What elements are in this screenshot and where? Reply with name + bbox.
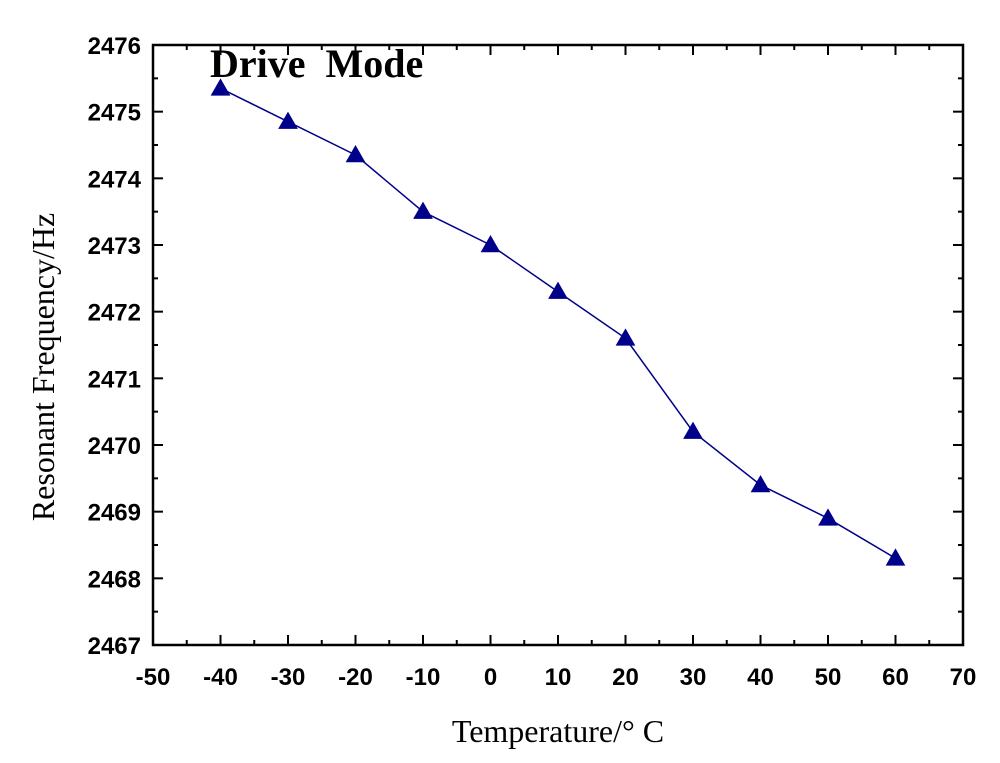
y-tick-label: 2472 (88, 300, 141, 327)
x-tick-label: -30 (271, 664, 306, 691)
x-tick-label: 40 (747, 664, 774, 691)
x-tick-label: 0 (484, 664, 497, 691)
data-point-triangle (818, 508, 838, 526)
plot-frame (151, 43, 965, 647)
chart-title: Drive Mode (210, 41, 423, 86)
y-tick-label: 2470 (88, 433, 141, 460)
data-point-triangle (413, 201, 433, 219)
x-tick-label: -40 (203, 664, 238, 691)
y-tick-label: 2475 (88, 100, 141, 127)
x-tick-label: -10 (406, 664, 441, 691)
x-tick-label: 20 (612, 664, 639, 691)
data-point-triangle (210, 78, 231, 96)
y-tick-label: 2471 (88, 366, 141, 393)
series-line (220, 87, 896, 559)
series (210, 78, 906, 566)
data-point-triangle (548, 281, 568, 299)
x-tick-label: 70 (950, 664, 977, 691)
y-tick-label: 2474 (88, 166, 142, 193)
y-tick-label: 2473 (88, 233, 141, 260)
x-tick-label: -50 (136, 664, 171, 691)
data-point-triangle (885, 548, 906, 566)
data-point-triangle (480, 234, 501, 253)
data-point-triangle (615, 328, 636, 346)
y-axis-title: Resonant Frequency/Hz (25, 213, 61, 521)
x-axis-title: Temperature/° C (452, 713, 664, 749)
x-tick-label: 60 (882, 664, 909, 691)
x-tick-label: 10 (545, 664, 572, 691)
y-tick-label: 2476 (88, 33, 141, 60)
data-point-triangle (750, 474, 771, 493)
data-point-triangle (683, 421, 703, 439)
x-axis-ticks: -50 -40 -30 -20 -10 0 10 20 30 40 50 60 70 (136, 45, 977, 691)
x-tick-label: 50 (815, 664, 842, 691)
data-point-triangle (278, 111, 298, 129)
x-tick-label: 30 (680, 664, 707, 691)
y-axis-ticks: 2467 2468 2469 2470 2471 2472 2473 2474 2475 2476 (88, 33, 963, 660)
data-point-triangle (345, 144, 366, 163)
axes (151, 43, 965, 647)
x-tick-label: -20 (338, 664, 373, 691)
y-tick-label: 2467 (88, 633, 141, 660)
y-tick-label: 2469 (88, 500, 141, 527)
y-tick-label: 2468 (88, 566, 141, 593)
